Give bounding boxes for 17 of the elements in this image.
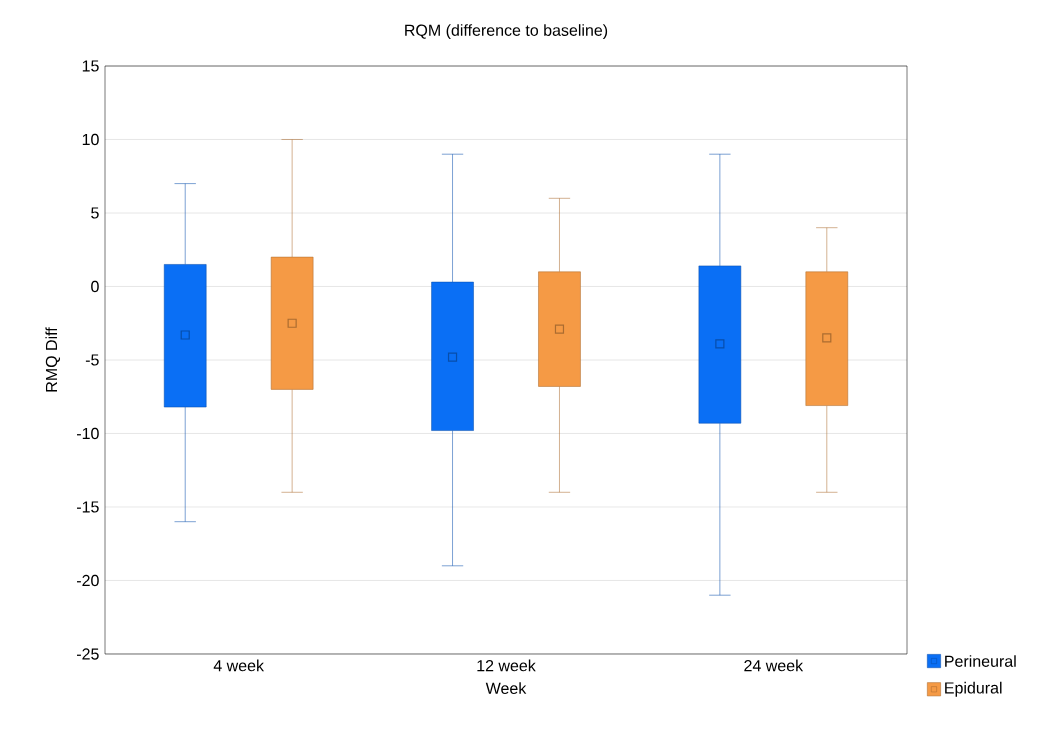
y-tick-label: -10 [76, 427, 99, 439]
legend-label: Perineural [945, 655, 1016, 667]
y-tick-label: 10 [82, 133, 99, 145]
y-tick-label: 15 [82, 60, 99, 72]
y-tick-label: -15 [76, 501, 99, 513]
y-tick-label: 5 [91, 207, 99, 219]
x-tick-label: 12 week [477, 659, 536, 672]
chart-title: RQM (difference to baseline) [405, 24, 608, 39]
y-tick-label: -5 [85, 354, 99, 366]
y-tick-label: -25 [76, 648, 99, 660]
legend-label: Epidural [945, 681, 1002, 697]
y-tick-label: 0 [91, 280, 99, 292]
x-tick-label: 4 week [213, 659, 265, 672]
x-axis-title: Week [485, 682, 527, 694]
y-axis-title: RMQ Diff [45, 327, 61, 392]
x-tick-label: 24 week [744, 659, 804, 672]
y-tick-label: -20 [76, 574, 99, 586]
